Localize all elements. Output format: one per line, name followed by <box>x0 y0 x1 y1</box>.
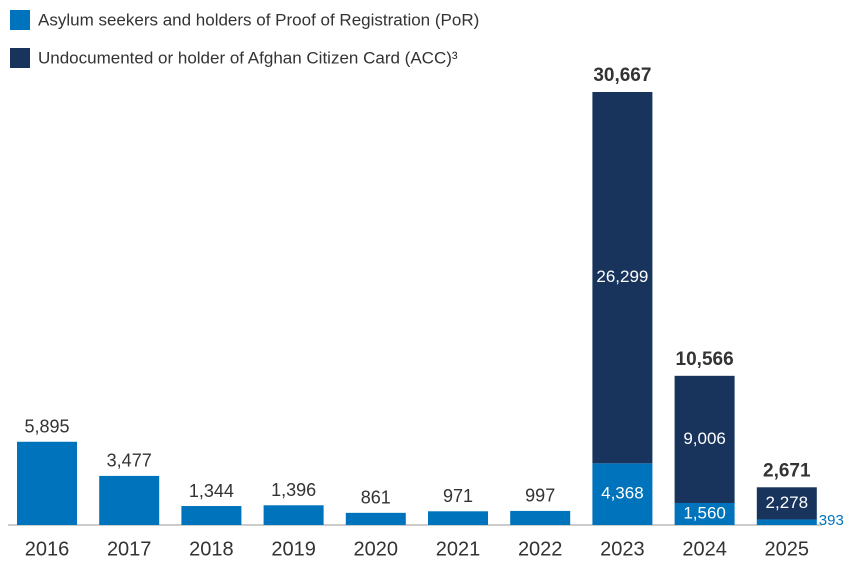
data-label: 26,299 <box>596 267 648 286</box>
legend-label: Undocumented or holder of Afghan Citizen… <box>38 48 458 67</box>
bar-segment <box>428 511 488 525</box>
total-label: 10,566 <box>676 349 734 370</box>
x-tick-label: 2023 <box>600 538 645 560</box>
legend-swatch <box>10 48 30 68</box>
data-label: 5,895 <box>24 417 69 437</box>
x-tick-label: 2020 <box>354 538 399 560</box>
bar-segment <box>756 519 817 525</box>
x-tick-label: 2017 <box>107 538 152 560</box>
bar-segment <box>99 475 160 525</box>
data-label: 3,477 <box>107 451 152 471</box>
bar-segment <box>674 502 735 525</box>
bar-segment <box>674 375 735 503</box>
data-label: 1,396 <box>271 480 316 500</box>
legend-label: Asylum seekers and holders of Proof of R… <box>38 10 479 29</box>
x-tick-label: 2022 <box>518 538 563 560</box>
data-label: 393 <box>819 512 844 529</box>
data-label: 971 <box>443 486 473 506</box>
data-label: 997 <box>525 486 555 506</box>
x-tick-label: 2021 <box>436 538 481 560</box>
bar-segment <box>181 506 242 525</box>
x-tick-label: 2024 <box>682 538 727 560</box>
data-label: 4,368 <box>601 484 644 503</box>
data-label: 1,344 <box>189 481 234 501</box>
data-label: 861 <box>361 488 391 508</box>
x-tick-label: 2016 <box>25 538 70 560</box>
x-tick-label: 2019 <box>271 538 316 560</box>
bar-segment <box>345 512 406 525</box>
bar-segment <box>17 441 77 525</box>
bar-segment <box>592 92 653 464</box>
total-label: 2,671 <box>763 460 811 481</box>
legend-swatch <box>10 10 30 30</box>
data-label: 2,278 <box>766 493 809 512</box>
bar-segment <box>510 510 571 525</box>
bar-segment <box>592 463 653 525</box>
bar-segment <box>263 505 324 525</box>
bar-segment <box>756 487 817 520</box>
x-tick-label: 2018 <box>189 538 234 560</box>
data-label: 1,560 <box>683 503 726 522</box>
data-label: 9,006 <box>683 429 726 448</box>
total-label: 30,667 <box>593 65 651 86</box>
x-tick-label: 2025 <box>765 538 810 560</box>
